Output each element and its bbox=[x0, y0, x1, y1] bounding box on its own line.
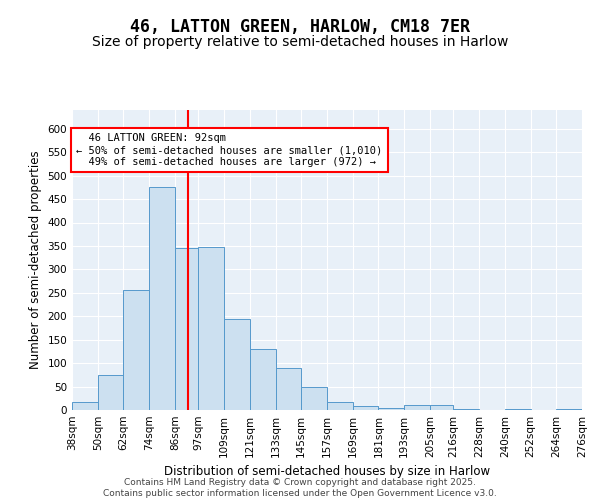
Bar bbox=[72, 402, 98, 410]
Bar bbox=[98, 375, 124, 410]
Bar bbox=[175, 248, 199, 410]
Bar bbox=[556, 408, 582, 410]
X-axis label: Distribution of semi-detached houses by size in Harlow: Distribution of semi-detached houses by … bbox=[164, 466, 490, 478]
Bar bbox=[353, 406, 379, 410]
Bar bbox=[454, 408, 479, 410]
Bar bbox=[327, 402, 353, 410]
Y-axis label: Number of semi-detached properties: Number of semi-detached properties bbox=[29, 150, 42, 370]
Bar bbox=[404, 406, 430, 410]
Bar bbox=[199, 247, 224, 410]
Text: 46, LATTON GREEN, HARLOW, CM18 7ER: 46, LATTON GREEN, HARLOW, CM18 7ER bbox=[130, 18, 470, 36]
Bar bbox=[275, 368, 301, 410]
Bar bbox=[301, 386, 327, 410]
Bar bbox=[379, 408, 404, 410]
Bar bbox=[505, 408, 530, 410]
Bar bbox=[430, 406, 454, 410]
Text: Contains HM Land Registry data © Crown copyright and database right 2025.
Contai: Contains HM Land Registry data © Crown c… bbox=[103, 478, 497, 498]
Bar bbox=[149, 188, 175, 410]
Bar bbox=[224, 318, 250, 410]
Bar bbox=[250, 349, 275, 410]
Text: Size of property relative to semi-detached houses in Harlow: Size of property relative to semi-detach… bbox=[92, 35, 508, 49]
Bar bbox=[124, 290, 149, 410]
Text: 46 LATTON GREEN: 92sqm
← 50% of semi-detached houses are smaller (1,010)
  49% o: 46 LATTON GREEN: 92sqm ← 50% of semi-det… bbox=[76, 134, 383, 166]
